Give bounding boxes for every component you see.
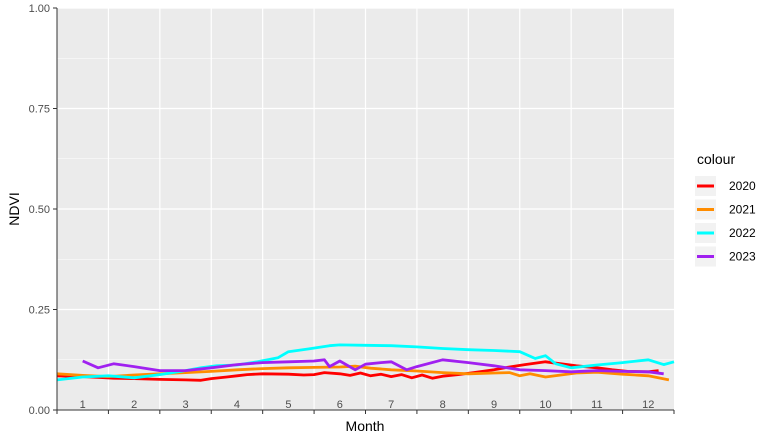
legend-label-2023: 2023: [729, 250, 756, 264]
y-tick-label: 0.25: [29, 305, 50, 317]
x-axis-title: Month: [346, 418, 385, 434]
x-tick-label: 1: [80, 399, 86, 411]
x-tick-labels: 1 2 3 4 5 6 7 8 9 10 11 12: [80, 399, 655, 411]
x-tick-label: 8: [440, 399, 446, 411]
x-tick-label: 10: [539, 399, 551, 411]
series-line-2023: [82, 358, 664, 376]
x-tick-label: 11: [591, 399, 602, 411]
legend-label-2020: 2020: [729, 179, 756, 193]
y-tick-label: 1.00: [29, 3, 50, 15]
legend: colour 2020 2021 2022 2023: [695, 151, 756, 267]
x-tick-label: 4: [234, 399, 240, 411]
legend-label-2022: 2022: [729, 226, 756, 240]
x-tick-label: 6: [337, 399, 343, 411]
y-tick-label: 0.00: [29, 405, 50, 417]
x-tick-label: 3: [182, 399, 188, 411]
legend-label-2021: 2021: [729, 203, 756, 217]
x-tick-label: 9: [491, 399, 497, 411]
axes: [53, 7, 675, 414]
x-tick-label: 5: [285, 399, 291, 411]
x-tick-label: 2: [131, 399, 137, 411]
series-line-2020: [56, 360, 659, 382]
grid-lines: [57, 7, 674, 411]
legend-title: colour: [697, 151, 735, 167]
x-tick-label: 12: [642, 399, 654, 411]
y-tick-labels: 0.00 0.25 0.50 0.75 1.00: [29, 3, 50, 417]
series-layer: [56, 343, 675, 382]
y-axis-title: NDVI: [6, 192, 22, 225]
y-tick-label: 0.75: [29, 104, 50, 116]
y-tick-label: 0.50: [29, 204, 50, 216]
x-tick-label: 7: [388, 399, 394, 411]
